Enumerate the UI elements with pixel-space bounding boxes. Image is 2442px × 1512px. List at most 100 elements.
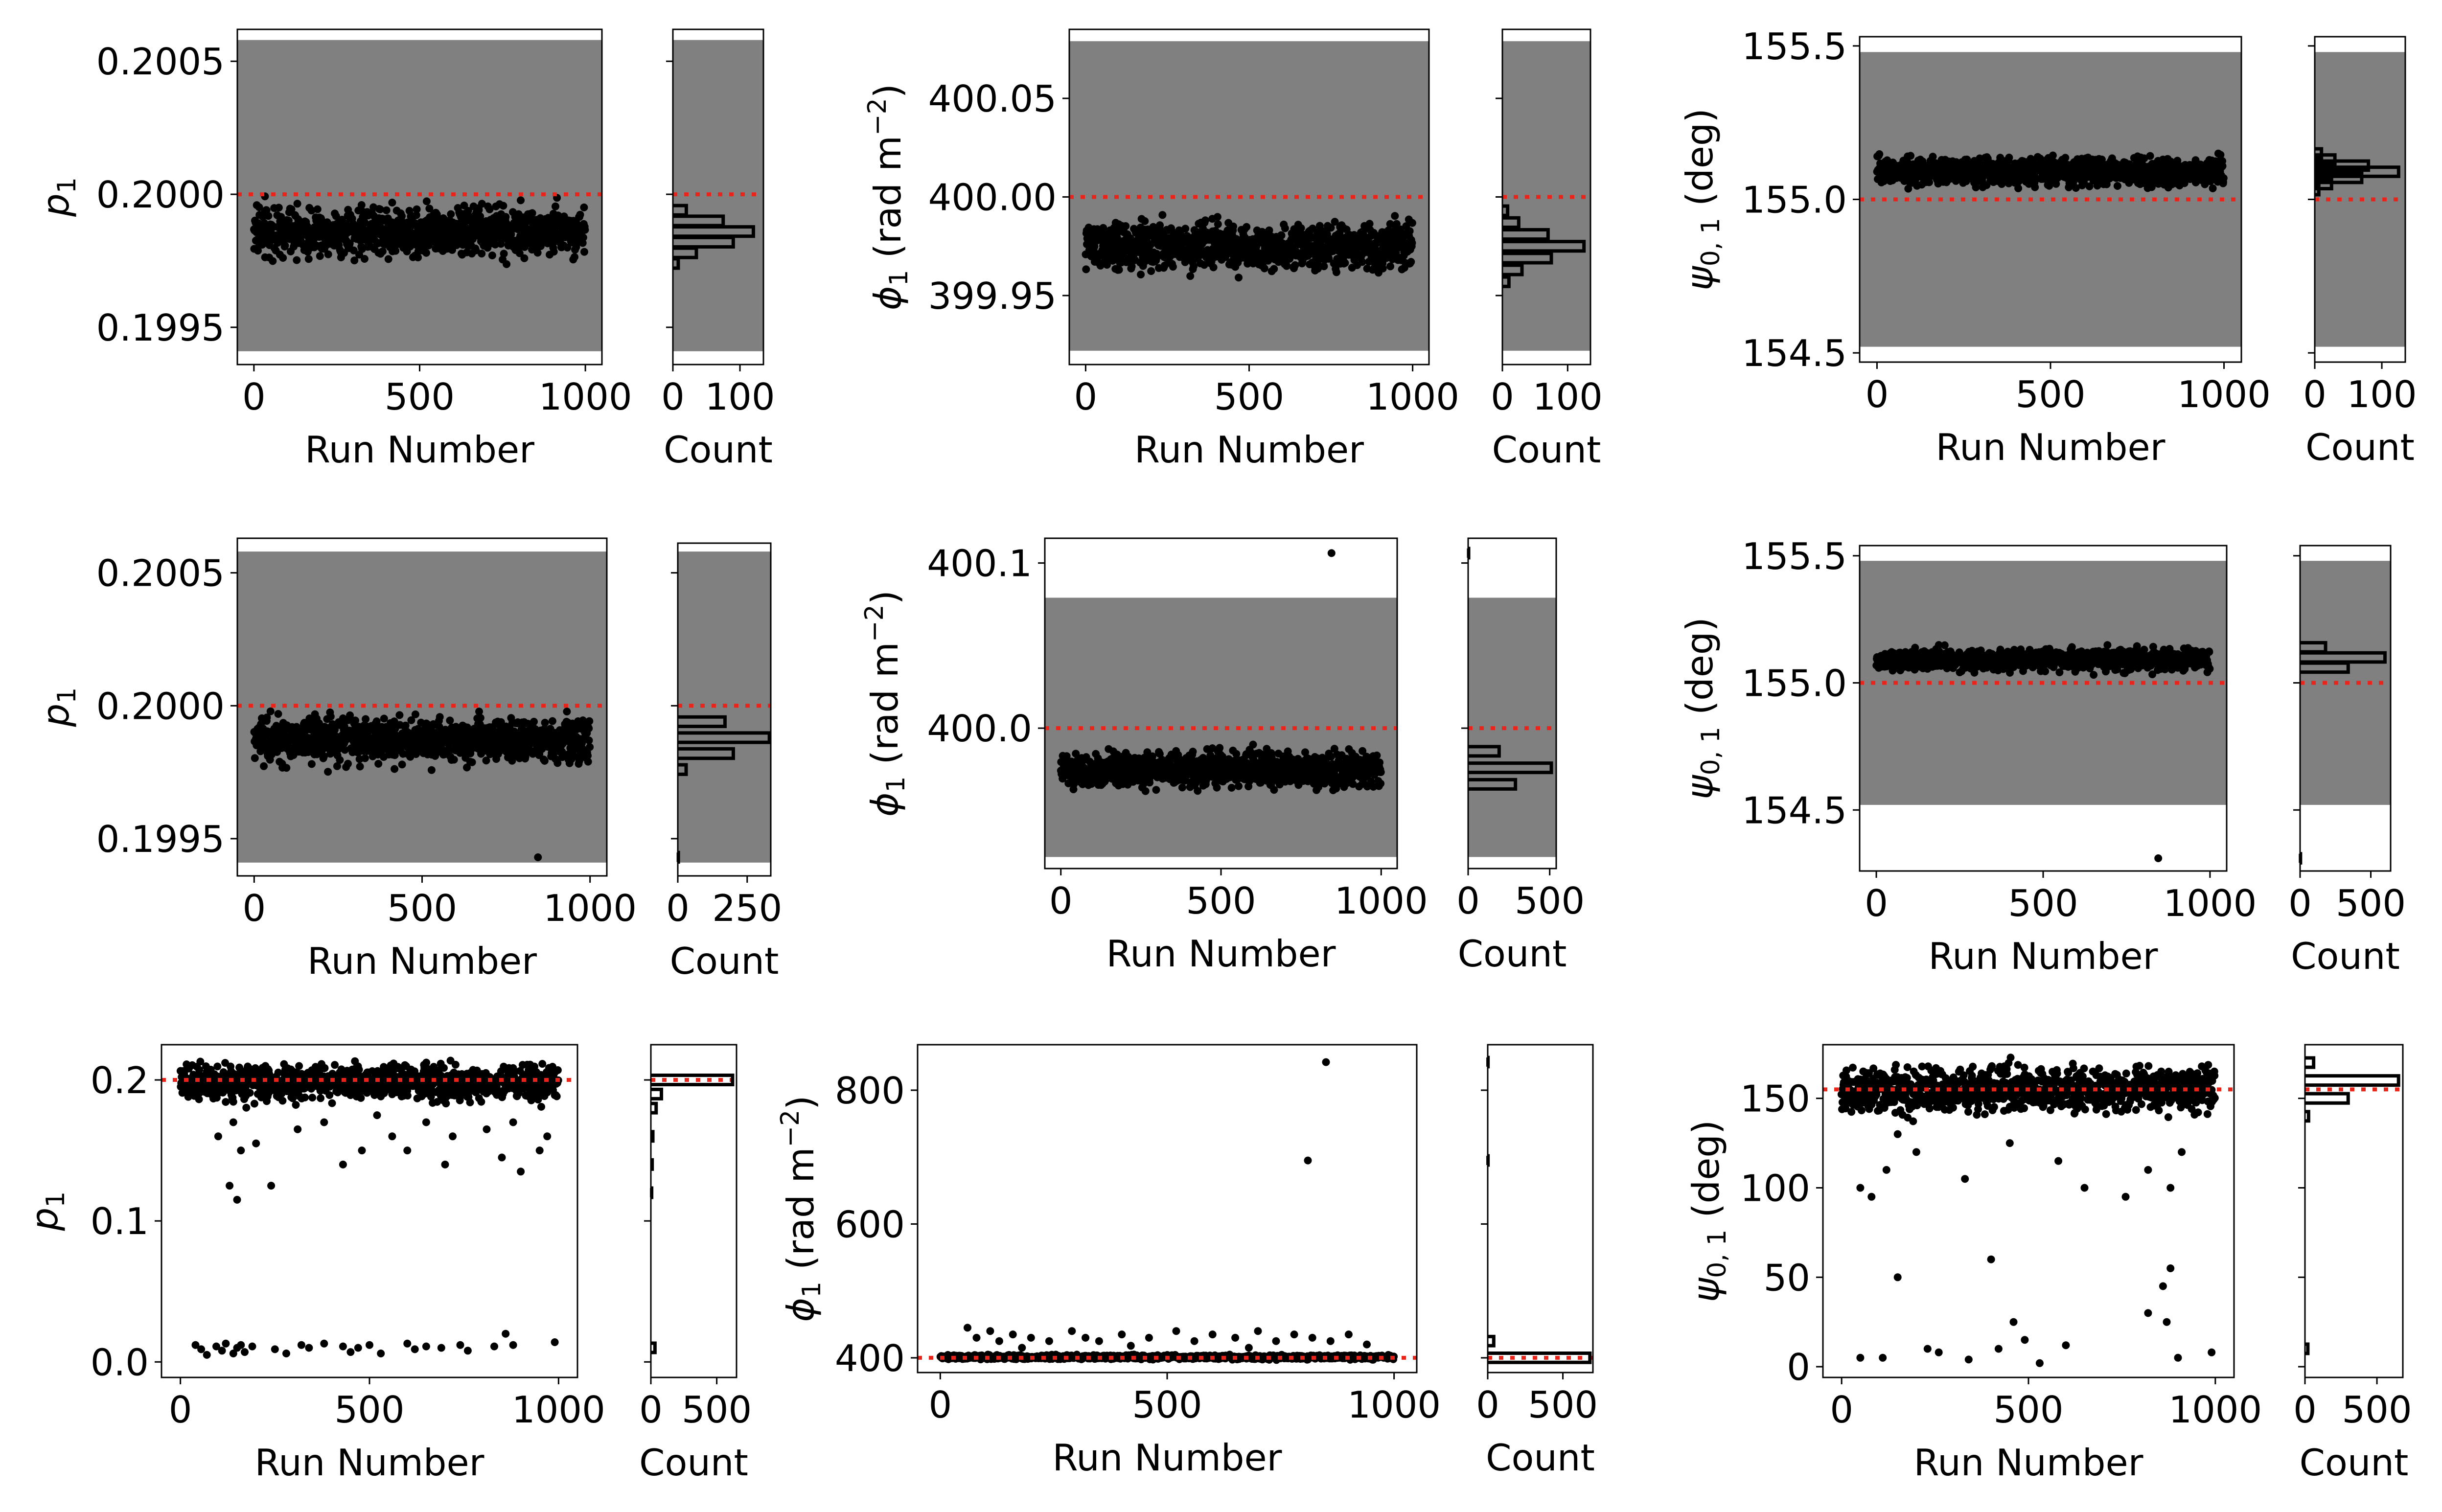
scatter-point — [1283, 262, 1291, 270]
scatter-point — [1260, 264, 1268, 273]
scatter-point — [1929, 153, 1937, 161]
scatter-point — [530, 717, 538, 726]
scatter-point — [274, 710, 282, 718]
scatter-point — [1405, 227, 1414, 235]
scatter-point — [1115, 266, 1123, 274]
scatter-point — [472, 246, 480, 254]
y-tick-label: 0.1995 — [96, 306, 225, 349]
scatter-point — [1325, 254, 1333, 263]
scatter-point — [488, 252, 496, 259]
scatter-point — [476, 212, 484, 221]
scatter-point — [395, 711, 404, 719]
y-label-symbol: ϕ — [866, 286, 909, 310]
scatter-point — [398, 212, 406, 220]
y-label-symbol: p — [34, 193, 77, 217]
scatter-point — [254, 247, 262, 255]
scatter-point — [284, 216, 293, 225]
scatter-point — [1147, 267, 1155, 275]
scatter-point — [580, 248, 588, 256]
x-tick-label: 500 — [387, 887, 457, 930]
hist-steps — [1502, 204, 1586, 288]
scatter-point — [447, 210, 455, 218]
x-axis-label: Run Number — [307, 939, 537, 983]
scatter-point — [1213, 213, 1221, 221]
scatter-point — [1158, 211, 1167, 219]
scatter-point — [391, 765, 399, 773]
y-tick-label: 0.2005 — [96, 552, 225, 595]
scatter-point — [2219, 174, 2228, 182]
scatter-point — [324, 768, 332, 776]
hist-steps — [673, 204, 755, 270]
x-axis-label: Run Number — [305, 428, 534, 471]
scatter-point — [1201, 216, 1209, 225]
scatter-point — [324, 250, 332, 258]
scatter-point — [293, 200, 301, 208]
scatter-point — [468, 758, 476, 766]
scatter-point — [533, 249, 542, 257]
prior-band — [1045, 597, 1397, 857]
scatter-point — [573, 219, 580, 227]
scatter-point — [361, 754, 369, 762]
scatter-point — [1209, 263, 1218, 272]
scatter-point — [362, 715, 370, 723]
scatter-point — [1365, 220, 1374, 228]
scatter-point — [1152, 786, 1160, 794]
scatter-point — [515, 249, 524, 257]
scatter-point — [1291, 261, 1299, 269]
scatter-point — [1379, 264, 1387, 273]
scatter-point — [316, 252, 324, 260]
x-tick-label: 500 — [2015, 373, 2085, 416]
scatter-point — [2146, 152, 2154, 160]
hist-x-tick-label: 100 — [705, 375, 775, 418]
y-label-symbol: p — [34, 704, 77, 728]
scatter-point — [2031, 183, 2039, 191]
scatter-point — [281, 241, 289, 250]
scatter-point — [413, 205, 421, 213]
hist-x-tick-label: 100 — [1533, 375, 1603, 418]
scatter-point — [378, 247, 387, 255]
scatter-point — [485, 205, 494, 213]
x-tick-label: 0 — [242, 887, 266, 930]
scatter-point — [275, 204, 283, 212]
scatter-point — [293, 256, 301, 264]
scatter-point — [336, 756, 344, 764]
hist-x-tick-label: 0 — [2303, 373, 2327, 416]
scatter-point — [576, 210, 584, 219]
scatter-point — [2061, 154, 2070, 162]
scatter-point — [585, 717, 594, 725]
scatter-point — [349, 246, 358, 254]
scatter-point — [552, 202, 559, 210]
axes-frame — [672, 28, 764, 366]
y-tick-label: 400.00 — [928, 176, 1057, 219]
scatter-point — [540, 756, 549, 765]
scatter-point — [2049, 151, 2057, 160]
prior-band — [237, 551, 607, 863]
y-label-unit: (deg) — [1678, 108, 1721, 218]
scatter-point — [1297, 224, 1305, 232]
scatter-point — [1235, 274, 1243, 282]
hist-x-tick-label: 100 — [2347, 373, 2417, 416]
scatter-point — [1408, 219, 1416, 227]
scatter-point — [446, 716, 454, 725]
y-axis-label: ϕ1 (rad m−2) — [863, 84, 914, 310]
scatter-point — [313, 205, 322, 213]
scatter-point — [550, 248, 558, 256]
scatter-point — [1386, 262, 1394, 271]
scatter-point — [1141, 787, 1150, 795]
scatter-point — [384, 255, 392, 263]
scatter-point — [1386, 220, 1394, 228]
y-tick-label: 400.05 — [928, 77, 1057, 120]
scatter-point — [1213, 783, 1221, 792]
scatter-point — [503, 260, 511, 268]
scatter-point — [491, 240, 499, 249]
scatter-point — [1320, 262, 1328, 271]
